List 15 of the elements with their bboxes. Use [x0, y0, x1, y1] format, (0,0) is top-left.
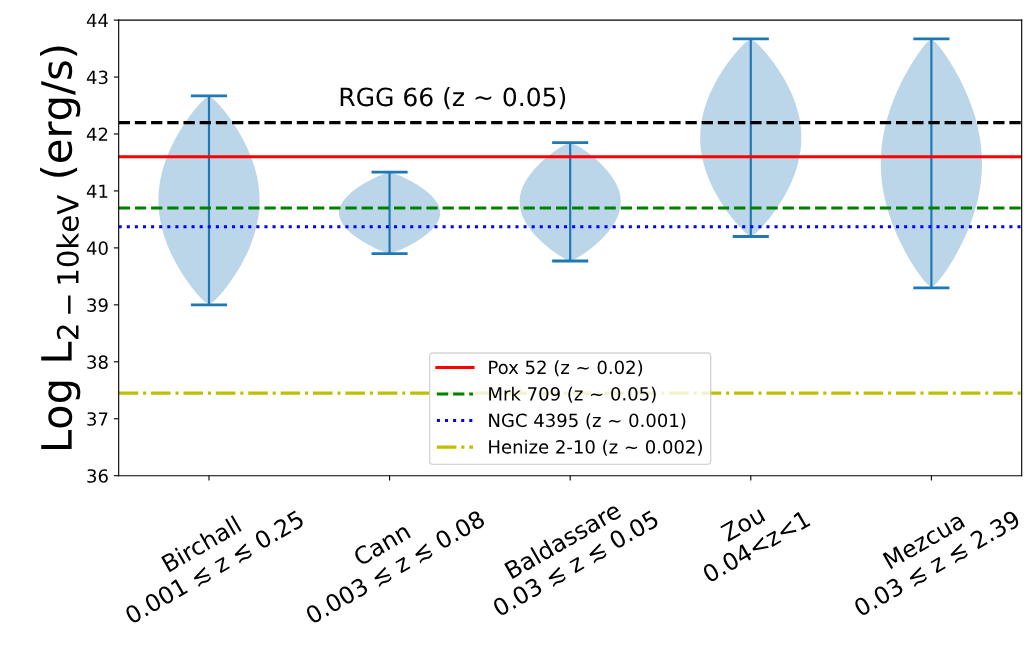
y-tick-label: 43 — [86, 70, 108, 85]
y-tick-label: 36 — [87, 469, 108, 483]
y-tick-label: 37 — [87, 412, 108, 426]
legend-label: NGC 4395 (z ∼ 0.001) — [489, 413, 686, 430]
legend-label: Henize 2-10 (z ∼ 0.002) — [489, 439, 702, 456]
legend-label: Pox 52 (z ∼ 0.02) — [489, 360, 643, 377]
y-tick-label: 41 — [86, 184, 108, 198]
annotation: RGG 66 (z ∼ 0.05) — [340, 87, 566, 110]
legend-label: Mrk 709 (z ∼ 0.05) — [489, 386, 656, 403]
y-tick-label: 42 — [86, 127, 108, 141]
y-tick-label: 39 — [87, 298, 108, 312]
y-tick-label: 38 — [87, 355, 108, 369]
y-tick-label: 40 — [86, 241, 108, 256]
y-tick-label: 44 — [86, 13, 108, 27]
y-axis-title: Log L$_{2−10keV}$ (erg/s) — [40, 46, 81, 450]
